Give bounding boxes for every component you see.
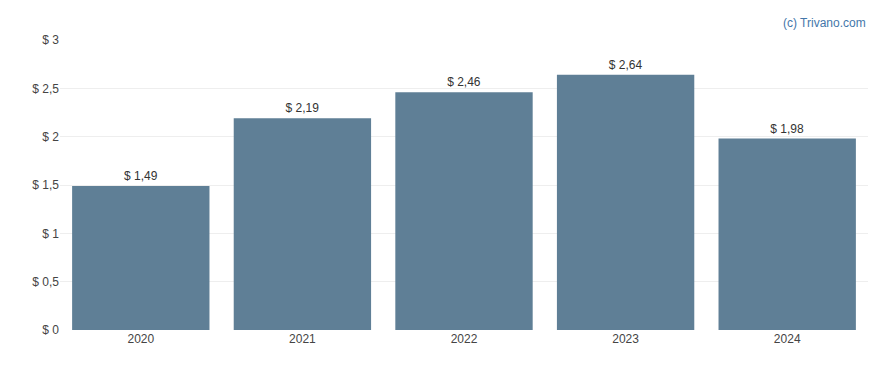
- svg-text:$ 0: $ 0: [42, 323, 59, 337]
- svg-text:2022: 2022: [451, 332, 478, 346]
- svg-text:$ 2,64: $ 2,64: [609, 58, 643, 72]
- svg-text:2023: 2023: [612, 332, 639, 346]
- svg-text:$ 0,5: $ 0,5: [32, 275, 59, 289]
- svg-text:$ 1,5: $ 1,5: [32, 178, 59, 192]
- svg-text:$ 2,5: $ 2,5: [32, 82, 59, 96]
- svg-text:$ 2,46: $ 2,46: [447, 75, 481, 89]
- svg-text:$ 1,98: $ 1,98: [770, 122, 804, 136]
- svg-text:$ 1: $ 1: [42, 227, 59, 241]
- svg-text:$ 2: $ 2: [42, 130, 59, 144]
- svg-text:$ 2,19: $ 2,19: [286, 101, 320, 115]
- svg-text:2024: 2024: [774, 332, 801, 346]
- svg-text:$ 3: $ 3: [42, 33, 59, 47]
- svg-text:2020: 2020: [127, 332, 154, 346]
- svg-text:2021: 2021: [289, 332, 316, 346]
- svg-text:$ 1,49: $ 1,49: [124, 169, 158, 183]
- svg-text:(c) Trivano.com: (c) Trivano.com: [783, 16, 866, 30]
